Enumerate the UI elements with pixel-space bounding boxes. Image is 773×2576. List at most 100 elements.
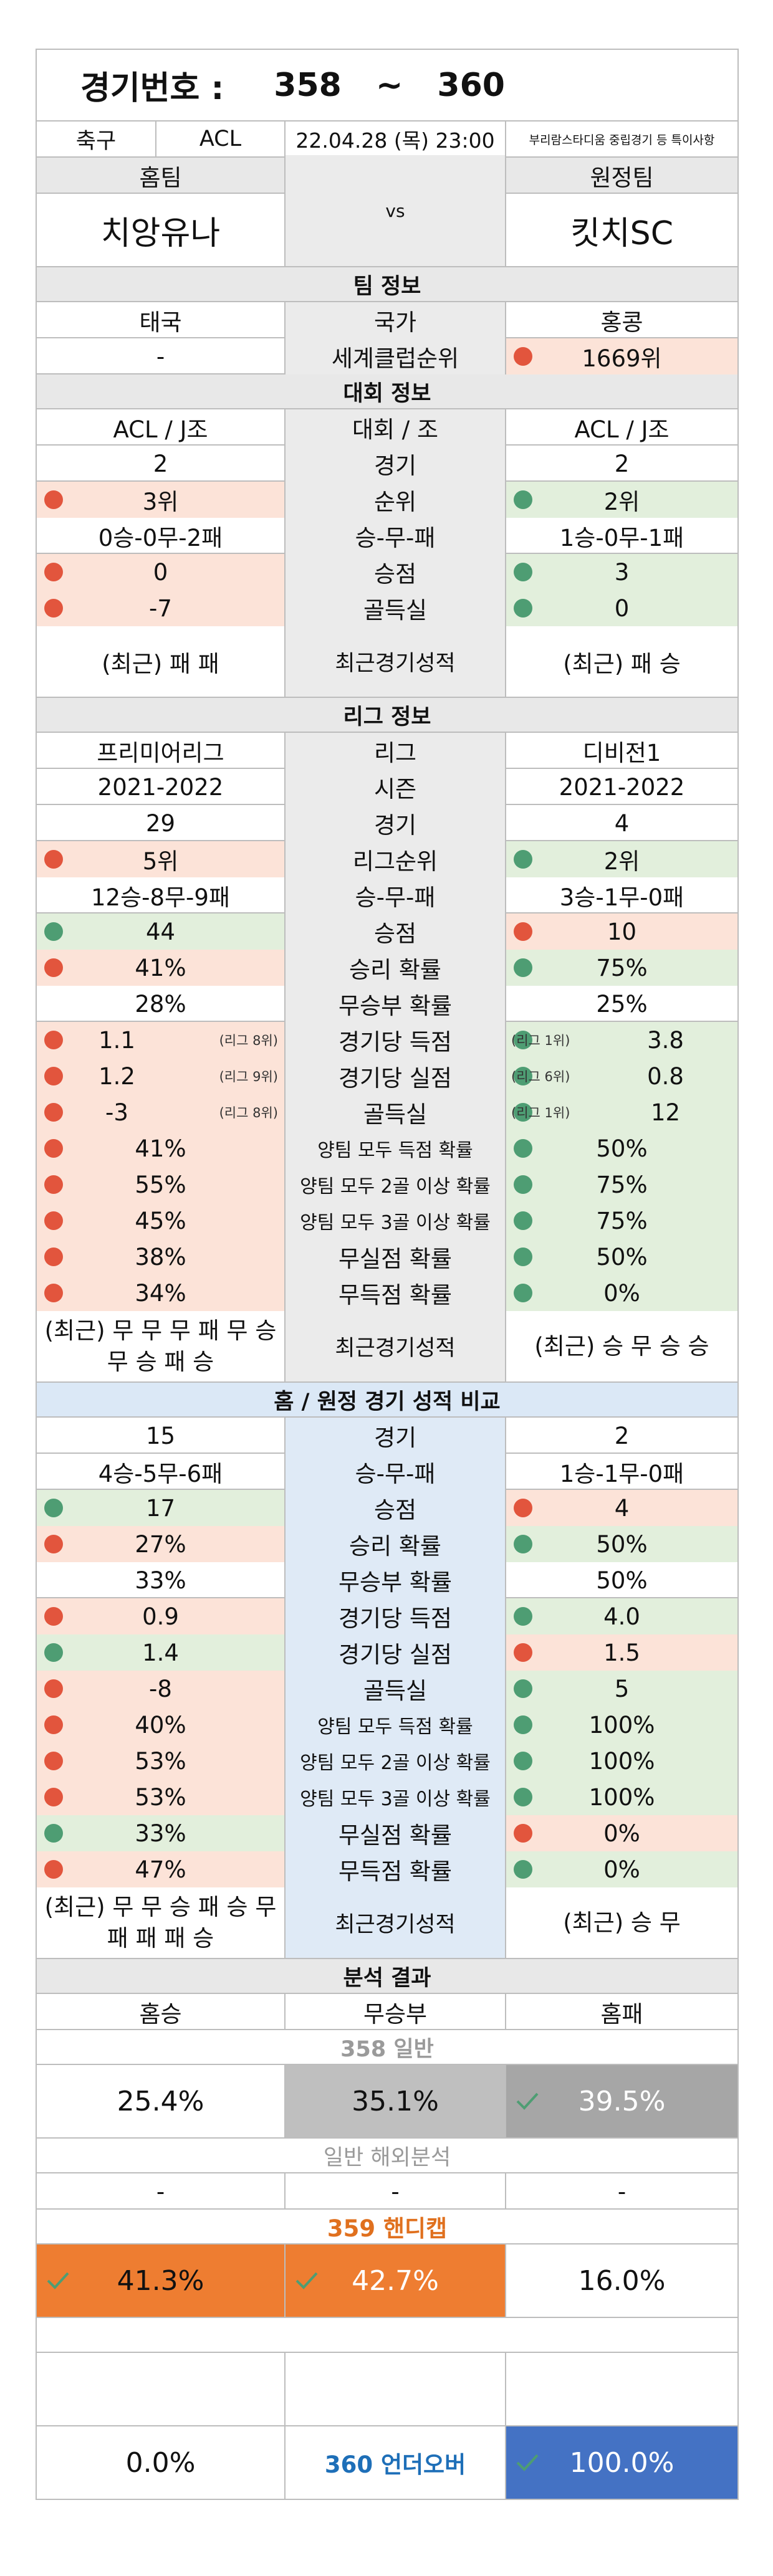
away-value: 2 <box>505 446 737 482</box>
green-dot-icon <box>44 922 63 941</box>
red-dot-icon <box>44 1535 63 1553</box>
red-dot-icon <box>44 1788 63 1806</box>
handicap-home-win: 41.3% <box>117 2264 204 2297</box>
row-label: 양팀 모두 3골 이상 확률 <box>300 1212 491 1234</box>
home-country: 태국 <box>139 309 182 336</box>
league-title: 리그 정보 <box>37 698 737 732</box>
home-value: 29 <box>37 805 284 841</box>
row-label: 골득실 <box>284 590 505 626</box>
home-value: 40% <box>135 1711 186 1739</box>
league-row: (최근) 무 무 무 패 무 승 무 승 패 승 최근경기성적 (최근) 승 무 승… <box>37 1310 737 1381</box>
home-value: 2 <box>153 450 168 477</box>
away-value-cell: 5 <box>505 1671 737 1707</box>
league-row: 2021-2022 시즌 2021-2022 <box>37 768 737 805</box>
home-value-cell: 5위 <box>37 841 284 877</box>
info-row: 축구 ACL 22.04.28 (목) 23:00 부리람스타디움 중립경기 등… <box>37 120 737 156</box>
home-value: 53% <box>135 1783 186 1811</box>
row-label: 무승부 확률 <box>284 1562 505 1598</box>
underover-row: 0.0% 360 언더오버 100.0% <box>37 2425 737 2499</box>
away-value: ACL / J조 <box>505 409 737 446</box>
league-row: 1.1 (리그 8위) 경기당 득점 3.8 (리그 1위) <box>37 1021 737 1058</box>
green-dot-icon <box>514 563 532 581</box>
home-value: 0승-0무-2패 <box>98 525 223 551</box>
away-value: 0.8 <box>647 1062 684 1090</box>
row-label: 승-무-패 <box>355 1461 436 1487</box>
league-row: 12승-8무-9패 승-무-패 3승-1무-0패 <box>37 876 737 914</box>
home-value-cell: 17 <box>37 1490 284 1526</box>
green-dot-icon <box>514 1607 532 1626</box>
row-label: 무실점 확률 <box>284 1815 505 1851</box>
underover-over: 100.0% <box>569 2446 675 2479</box>
away-value-cell: 50% <box>505 1130 737 1166</box>
row-label: 무득점 확률 <box>338 1282 452 1309</box>
row-label: 승-무-패 <box>355 884 436 911</box>
general-title-row: 358 일반 <box>37 2029 737 2064</box>
homeaway-row: 33% 무승부 확률 50% <box>37 1561 737 1598</box>
home-value: 12승-8무-9패 <box>37 877 284 914</box>
team-info-row: - 세계클럽순위 1669위 <box>37 337 737 374</box>
row-label: 경기당 실점 <box>284 1634 505 1671</box>
away-league-rank: (리그 1위) <box>511 1033 570 1048</box>
row-label: 경기 <box>284 446 505 482</box>
home-value-cell: 3위 <box>37 482 284 518</box>
red-dot-icon <box>44 1284 63 1302</box>
row-label: 승-무-패 <box>284 1454 505 1490</box>
row-label: 양팀 모두 3골 이상 확률 <box>284 1779 505 1815</box>
row-label: 승-무-패 <box>284 518 505 554</box>
analysis-header-row: 홈승 무승부 홈패 <box>37 1993 737 2030</box>
row-label: 경기당 실점 <box>338 1641 452 1668</box>
row-label: 경기 <box>284 1418 505 1454</box>
league-row: 55% 양팀 모두 2골 이상 확률 75% <box>37 1165 737 1203</box>
home-value: (최근) 무 무 무 패 무 승 무 승 패 승 <box>44 1317 277 1375</box>
red-dot-icon <box>44 1715 63 1734</box>
tournament-row: (최근) 패 패 최근경기성적 (최근) 패 승 <box>37 625 737 697</box>
home-value: 44 <box>145 918 176 945</box>
row-label: 양팀 모두 3골 이상 확률 <box>300 1788 491 1810</box>
row-label: 경기 <box>373 812 417 839</box>
underover-title: 360 언더오버 <box>284 2426 505 2499</box>
handicap-row: 41.3% 42.7% 16.0% <box>37 2243 737 2317</box>
away-value-cell: 3.8 (리그 1위) <box>505 1022 737 1058</box>
red-dot-icon <box>44 1031 63 1049</box>
green-dot-icon <box>514 850 532 869</box>
row-label: 무승부 확률 <box>338 1569 452 1596</box>
away-value-cell: 12 (리그 1위) <box>505 1094 737 1130</box>
away-value-cell: 0 <box>505 590 737 626</box>
home-league-rank: (리그 8위) <box>219 1105 278 1120</box>
home-value: 1.1 <box>98 1026 135 1054</box>
row-label: 시즌 <box>373 776 417 803</box>
league-row: 41% 승리 확률 75% <box>37 948 737 986</box>
red-dot-icon <box>44 1860 63 1879</box>
away-value-cell: 1.5 <box>505 1634 737 1671</box>
away-recent: (최근) 패 승 <box>505 626 737 697</box>
green-dot-icon <box>514 1139 532 1158</box>
home-value-cell: 1.1 (리그 8위) <box>37 1022 284 1058</box>
home-value: 33% <box>135 1567 186 1594</box>
away-value-cell: 100% <box>505 1707 737 1743</box>
match-number: 경기번호 : 358 ~ 360 <box>37 50 737 120</box>
overseas-home-loss: - <box>505 2173 737 2210</box>
homeaway-row: 27% 승리 확률 50% <box>37 1525 737 1562</box>
home-value: 15 <box>145 1422 176 1449</box>
home-team-label: 홈팀 <box>37 158 284 194</box>
tournament-row: -7 골득실 0 <box>37 589 737 626</box>
away-value: 0% <box>603 1856 640 1883</box>
red-dot-icon <box>44 1247 63 1266</box>
red-dot-icon <box>44 1752 63 1770</box>
row-label: 경기당 실점 <box>338 1065 452 1092</box>
away-value: 75% <box>596 1171 648 1198</box>
home-league-rank: (리그 9위) <box>219 1069 278 1084</box>
red-dot-icon <box>44 1211 63 1230</box>
green-dot-icon <box>44 1824 63 1843</box>
green-dot-icon <box>514 1247 532 1266</box>
league-row: 38% 무실점 확률 50% <box>37 1238 737 1275</box>
away-value: 1.5 <box>603 1639 640 1666</box>
away-value-cell: 75% <box>505 950 737 986</box>
away-value-cell: 2위 <box>505 482 737 518</box>
home-value: 47% <box>135 1856 186 1883</box>
league-row: -3 (리그 8위) 골득실 12 (리그 1위) <box>37 1093 737 1130</box>
team-label-row: 홈팀 원정팀 <box>37 156 737 194</box>
home-recent: (최근) 패 패 <box>102 650 219 677</box>
away-value: 10 <box>607 918 637 945</box>
green-dot-icon <box>514 1211 532 1230</box>
